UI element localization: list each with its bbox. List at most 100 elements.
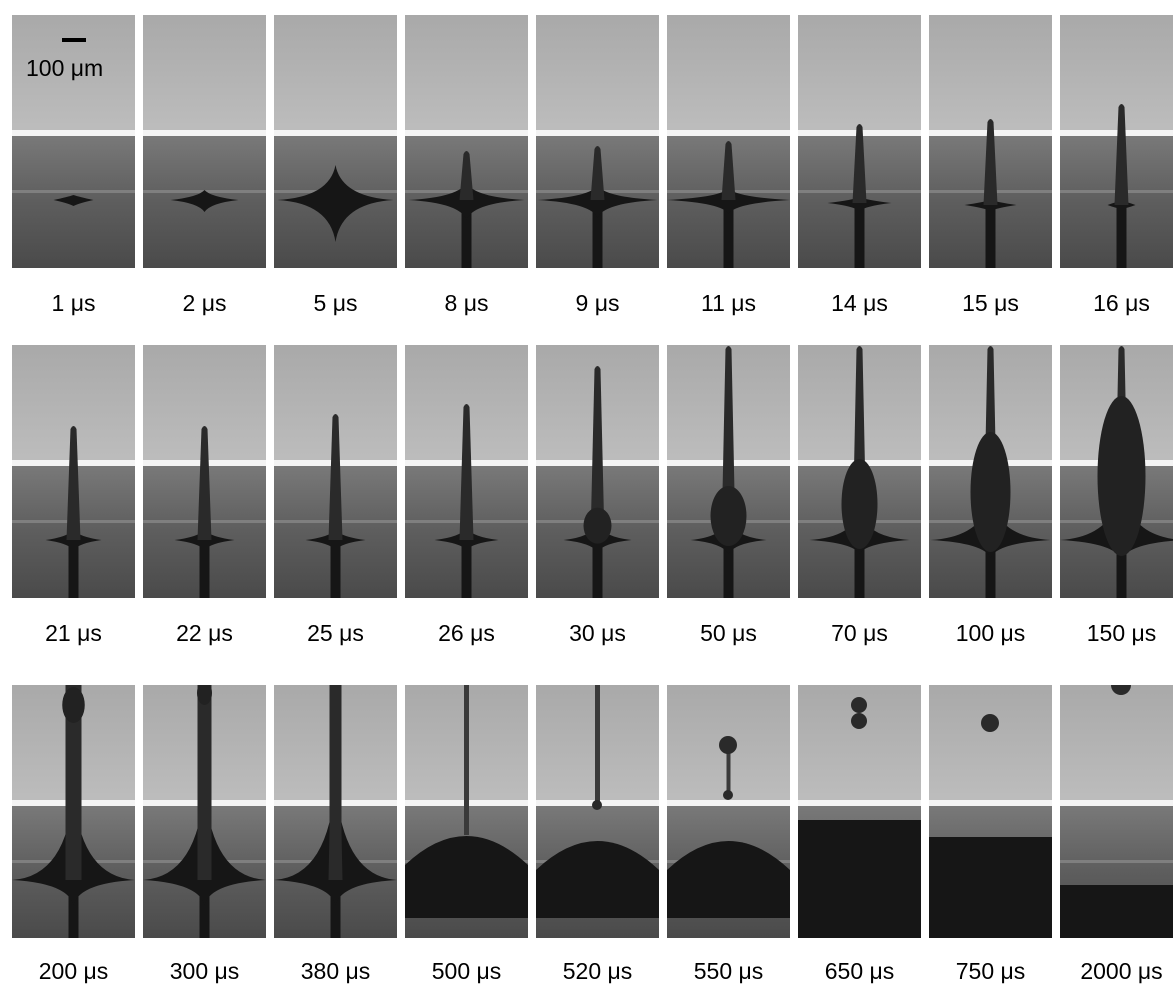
frame <box>536 345 659 598</box>
frame-image <box>274 345 397 598</box>
stem <box>855 203 865 268</box>
frame-image <box>274 685 398 938</box>
air <box>1060 685 1173 803</box>
air <box>929 685 1052 803</box>
frame <box>929 15 1052 268</box>
bulb <box>1098 396 1146 556</box>
frame <box>274 15 397 268</box>
time-label: 21 μs <box>45 620 102 646</box>
jet <box>595 685 600 805</box>
frame-image <box>929 15 1052 268</box>
time-label: 70 μs <box>831 620 888 646</box>
frame <box>143 345 266 598</box>
frame-image <box>929 685 1052 938</box>
time-label: 750 μs <box>956 958 1026 984</box>
frame <box>405 15 528 268</box>
drop <box>851 713 867 729</box>
frame <box>12 685 136 938</box>
surface-glare <box>1060 800 1173 806</box>
time-label: 30 μs <box>569 620 626 646</box>
reflection <box>1060 860 1173 863</box>
page: {"scale_bar": {"label": "100 μm"}, "fram… <box>0 0 1173 992</box>
frame-image <box>405 15 528 268</box>
time-label: 25 μs <box>307 620 364 646</box>
frame-image <box>536 685 659 938</box>
frame <box>405 345 528 598</box>
surface-glare <box>12 130 135 136</box>
frame <box>929 685 1052 938</box>
frame <box>143 681 267 938</box>
frame <box>274 345 397 598</box>
time-label: 8 μs <box>445 290 489 316</box>
frame-image <box>405 685 528 938</box>
frame <box>1060 15 1173 268</box>
time-label: 14 μs <box>831 290 888 316</box>
drop <box>62 687 85 723</box>
bulb <box>971 432 1011 552</box>
stem <box>1117 205 1127 268</box>
drop <box>981 714 999 732</box>
bulb <box>584 508 612 544</box>
pool <box>798 820 921 938</box>
frame-image <box>798 345 921 598</box>
drop <box>723 790 733 800</box>
time-label: 1 μs <box>52 290 96 316</box>
drop <box>851 697 867 713</box>
frame <box>536 15 659 268</box>
drop <box>197 681 212 705</box>
frame <box>667 15 791 268</box>
frame <box>929 345 1052 598</box>
surface-glare <box>929 800 1052 806</box>
surface-glare <box>798 800 921 806</box>
time-label: 9 μs <box>576 290 620 316</box>
drop <box>592 800 602 810</box>
jet <box>464 685 469 835</box>
surface-glare <box>274 130 397 136</box>
surface-glare <box>667 130 790 136</box>
bulb <box>842 459 878 549</box>
air <box>405 15 528 133</box>
time-label: 15 μs <box>962 290 1019 316</box>
frame-image <box>143 15 266 268</box>
surface-glare <box>667 800 790 806</box>
frame <box>12 345 135 598</box>
pool <box>929 837 1052 938</box>
frame-image <box>1060 675 1173 938</box>
time-label: 5 μs <box>314 290 358 316</box>
time-label: 520 μs <box>563 958 633 984</box>
frame <box>1060 345 1173 598</box>
scale-bar <box>62 38 86 42</box>
reflection <box>12 190 135 193</box>
drop <box>719 736 737 754</box>
surface-glare <box>405 130 528 136</box>
frame-image <box>12 15 135 268</box>
frame-image <box>929 345 1052 598</box>
frame-image <box>1060 345 1173 598</box>
air <box>143 15 266 133</box>
frame-image <box>12 685 136 938</box>
frame <box>798 15 921 268</box>
surface-glare <box>1060 130 1173 136</box>
time-label: 150 μs <box>1087 620 1157 646</box>
time-label: 550 μs <box>694 958 764 984</box>
surface-glare <box>143 130 266 136</box>
frame <box>667 345 790 598</box>
time-label: 26 μs <box>438 620 495 646</box>
frame-image <box>798 685 921 938</box>
frame-image <box>536 345 659 598</box>
figure: 1 μs2 μs5 μs8 μs9 μs11 μs14 μs15 μs16 μs… <box>0 0 1173 992</box>
time-label: 380 μs <box>301 958 371 984</box>
time-label: 500 μs <box>432 958 502 984</box>
frame-image <box>143 681 267 938</box>
frame-image <box>536 15 659 268</box>
air <box>667 15 790 133</box>
frame <box>274 685 398 938</box>
time-label: 11 μs <box>701 290 756 316</box>
frame <box>143 15 266 268</box>
frame <box>12 15 135 268</box>
frame <box>536 685 659 938</box>
air <box>1060 15 1173 133</box>
frame-image <box>12 345 135 598</box>
time-label: 200 μs <box>39 958 109 984</box>
time-label: 22 μs <box>176 620 233 646</box>
